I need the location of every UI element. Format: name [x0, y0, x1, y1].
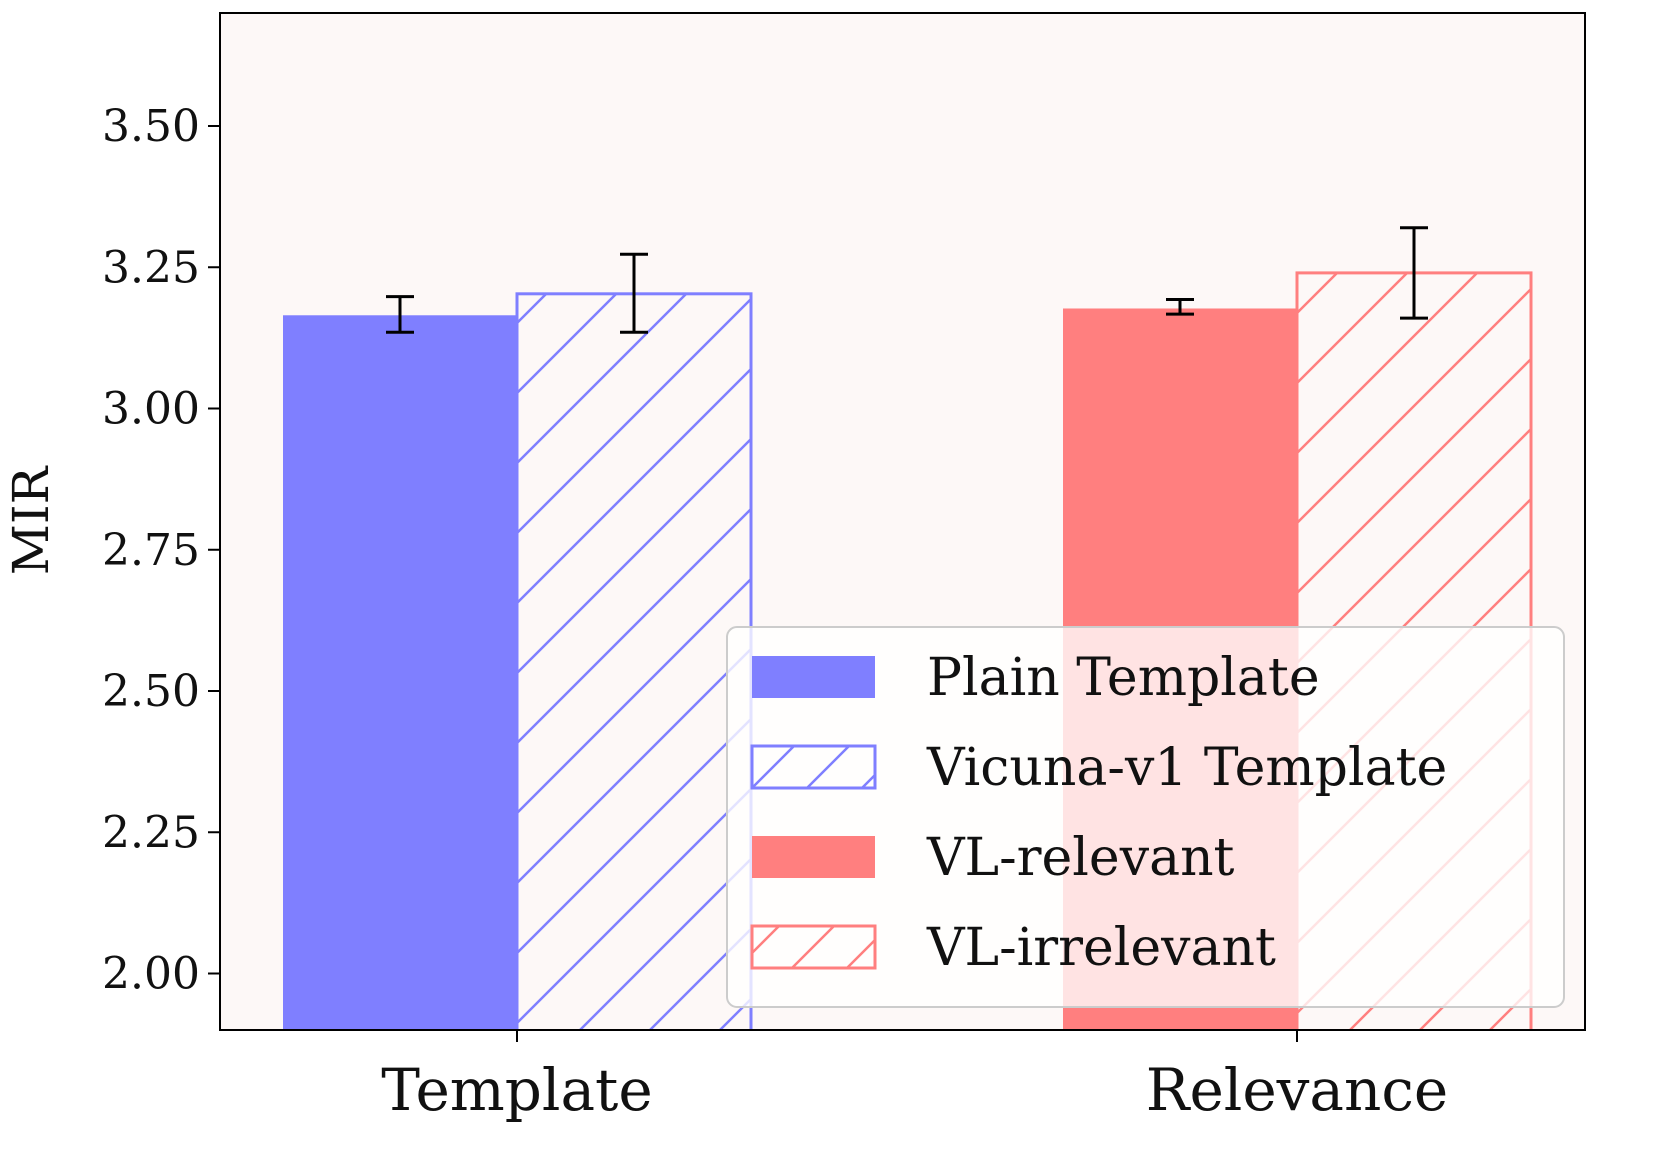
bar-plain-template [283, 315, 517, 1030]
legend-swatch-vl-irrelevant [750, 924, 877, 970]
y-axis-title: MIR [2, 465, 60, 575]
y-tick-label: 2.25 [102, 807, 200, 858]
legend-swatch-plain-template [752, 656, 875, 698]
legend-label: Vicuna-v1 Template [926, 738, 1447, 798]
legend-label: Plain Template [927, 648, 1320, 708]
x-category-label: Template [381, 1056, 652, 1124]
y-tick-label: 3.50 [102, 101, 200, 152]
y-tick-label: 3.00 [102, 384, 200, 435]
legend-swatch-vl-relevant [752, 836, 875, 878]
x-category-label: Relevance [1146, 1056, 1448, 1124]
legend-box [726, 626, 1565, 1008]
y-tick-label: 3.25 [102, 242, 200, 293]
legend-label: VL-irrelevant [926, 918, 1276, 978]
plot-frame [219, 12, 1586, 1031]
bar-vicuna-v1-template [515, 292, 753, 1030]
legend-label: VL-relevant [926, 828, 1235, 888]
y-tick-label: 2.00 [102, 949, 200, 1000]
legend: Plain Template Vicuna-v1 Template VL-relev… [726, 626, 1565, 1008]
legend-swatch-vicuna-v1-template [750, 744, 877, 790]
y-tick-label: 2.50 [102, 666, 200, 717]
y-tick-label: 2.75 [102, 525, 200, 576]
